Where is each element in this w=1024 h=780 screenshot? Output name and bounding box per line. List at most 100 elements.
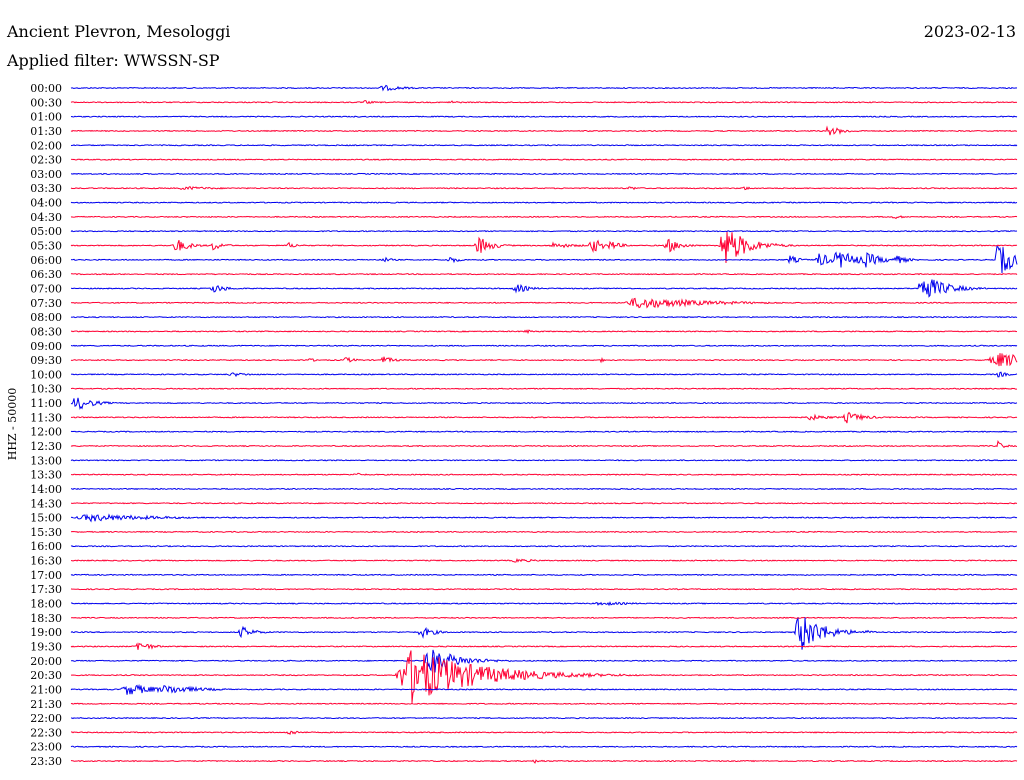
trace-2230 [70, 730, 1018, 736]
trace-0900 [70, 344, 1018, 347]
time-label-1100: 11:00 [30, 397, 62, 410]
trace-2300 [70, 745, 1018, 748]
channel-label: HHZ - 50000 [6, 388, 19, 461]
trace-0600 [70, 245, 1018, 274]
trace-0400 [70, 201, 1018, 204]
time-label-1000: 10:00 [30, 368, 62, 381]
time-label-2130: 21:30 [30, 698, 62, 711]
trace-1430 [70, 502, 1018, 505]
time-label-0230: 02:30 [30, 154, 62, 167]
time-label-0630: 06:30 [30, 268, 62, 281]
time-label-1430: 14:30 [30, 497, 62, 510]
time-label-1700: 17:00 [30, 569, 62, 582]
chart-title: Ancient Plevron, Mesologgi [6, 22, 230, 41]
trace-0800 [70, 315, 1018, 319]
time-label-0800: 08:00 [30, 311, 62, 324]
time-label-0200: 02:00 [30, 139, 62, 152]
trace-0330 [70, 186, 1018, 191]
trace-2130 [70, 702, 1018, 705]
time-label-1730: 17:30 [30, 583, 62, 596]
trace-0630 [70, 273, 1018, 276]
time-label-2030: 20:30 [30, 669, 62, 682]
trace-0930 [70, 353, 1018, 367]
trace-0500 [70, 230, 1018, 233]
trace-1530 [70, 530, 1018, 534]
time-label-1800: 18:00 [30, 598, 62, 611]
time-label-1830: 18:30 [30, 612, 62, 625]
filter-label: Applied filter: WWSSN-SP [6, 51, 220, 70]
time-label-1900: 19:00 [30, 626, 62, 639]
time-label-0130: 01:30 [30, 125, 62, 138]
time-label-2200: 22:00 [30, 712, 62, 725]
trace-0530 [70, 231, 1018, 263]
time-label-1130: 11:30 [30, 411, 62, 424]
trace-1730 [70, 588, 1018, 591]
trace-0130 [70, 125, 1018, 136]
trace-0000 [70, 84, 1018, 92]
time-label-1630: 16:30 [30, 555, 62, 568]
trace-1930 [70, 642, 1018, 650]
trace-2000 [70, 649, 1018, 673]
time-label-1930: 19:30 [30, 640, 62, 653]
trace-2200 [70, 716, 1018, 720]
time-label-2300: 23:00 [30, 741, 62, 754]
trace-1800 [70, 601, 1018, 607]
trace-0200 [70, 144, 1018, 147]
time-label-1600: 16:00 [30, 540, 62, 553]
time-label-2230: 22:30 [30, 726, 62, 739]
trace-1030 [70, 387, 1018, 390]
trace-0430 [70, 215, 1018, 220]
trace-0230 [70, 158, 1018, 161]
trace-1330 [70, 472, 1018, 476]
time-label-2000: 20:00 [30, 655, 62, 668]
trace-0830 [70, 329, 1018, 335]
time-label-0000: 00:00 [30, 82, 62, 95]
time-label-0430: 04:30 [30, 211, 62, 224]
time-label-1400: 14:00 [30, 483, 62, 496]
trace-1900 [70, 617, 1018, 650]
time-label-0930: 09:30 [30, 354, 62, 367]
trace-2330 [70, 759, 1018, 764]
trace-1400 [70, 487, 1018, 491]
trace-1830 [70, 616, 1018, 619]
time-label-0900: 09:00 [30, 340, 62, 353]
time-label-2330: 23:30 [30, 755, 62, 768]
time-label-1300: 13:00 [30, 454, 62, 467]
trace-0730 [70, 297, 1018, 309]
trace-1130 [70, 411, 1018, 424]
trace-1230 [70, 439, 1018, 449]
trace-0300 [70, 172, 1018, 176]
date-label: 2023-02-13 [924, 22, 1016, 41]
time-label-1030: 10:30 [30, 383, 62, 396]
time-label-0300: 03:00 [30, 168, 62, 181]
time-label-0730: 07:30 [30, 297, 62, 310]
trace-0700 [70, 279, 1018, 298]
time-label-0530: 05:30 [30, 240, 62, 253]
time-label-1330: 13:30 [30, 469, 62, 482]
trace-1700 [70, 573, 1018, 577]
trace-1300 [70, 459, 1018, 462]
trace-1630 [70, 557, 1018, 563]
time-label-0500: 05:00 [30, 225, 62, 238]
trace-1600 [70, 545, 1018, 548]
time-label-0700: 07:00 [30, 282, 62, 295]
time-label-0100: 01:00 [30, 111, 62, 124]
trace-0100 [70, 115, 1018, 118]
time-label-1230: 12:30 [30, 440, 62, 453]
time-label-0330: 03:30 [30, 182, 62, 195]
trace-2030 [70, 650, 1018, 703]
time-label-0830: 08:30 [30, 325, 62, 338]
time-label-1530: 15:30 [30, 526, 62, 539]
trace-0030 [70, 100, 1018, 104]
trace-1500 [70, 513, 1018, 523]
time-label-0030: 00:30 [30, 96, 62, 109]
time-label-1500: 15:00 [30, 512, 62, 525]
time-label-2100: 21:00 [30, 683, 62, 696]
traces [70, 84, 1018, 764]
time-label-0600: 06:00 [30, 254, 62, 267]
trace-2100 [70, 683, 1018, 695]
trace-1200 [70, 430, 1018, 433]
trace-1100 [70, 397, 1018, 410]
